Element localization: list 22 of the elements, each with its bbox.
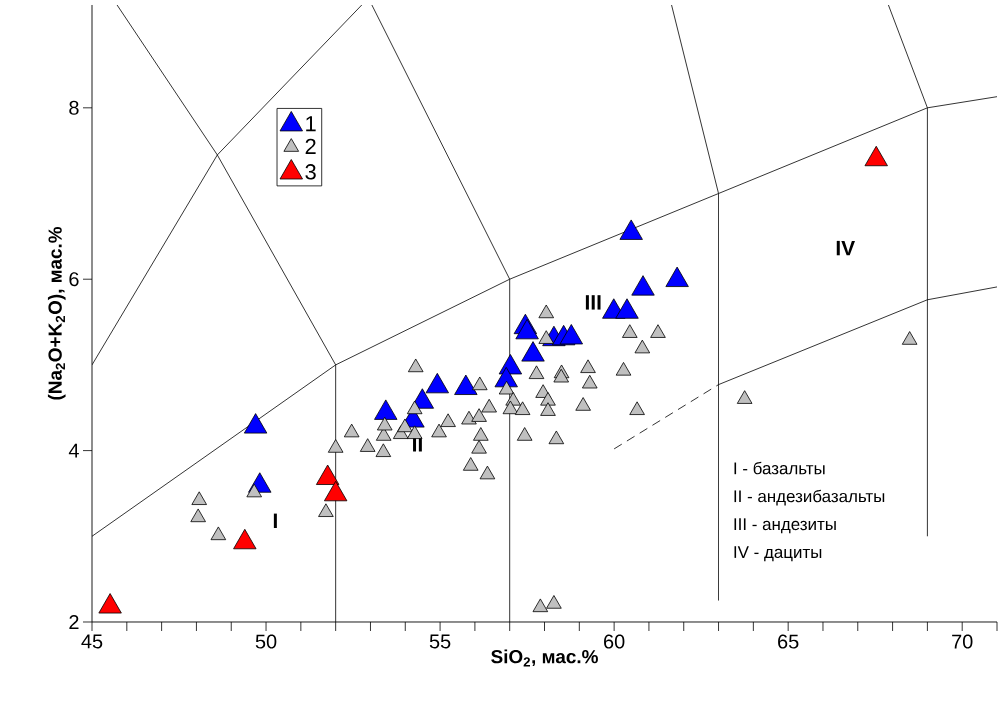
y-tick-label: 8 [69,100,79,115]
x-tick-label: 70 [952,634,973,649]
annotation: IV - дациты [734,546,822,562]
y-tick-label: 4 [68,443,79,458]
annotation: II - андезибазальты [734,489,885,506]
annotation: III [585,295,601,310]
x-tick-label: 60 [604,634,625,649]
legend-label: 1 [306,116,316,132]
x-tick-label: 45 [81,634,103,649]
x-tick-label: 50 [255,634,277,649]
legend-label: 2 [305,138,316,155]
x-tick-label: 65 [778,634,799,649]
annotation: I - базальты [734,461,825,475]
annotation: III - андезиты [734,518,836,534]
y-tick-label: 2 [69,615,79,629]
y-axis-title: (Na$_{2}$O+K$_{2}$O), мас.% [47,226,66,400]
x-tick-label: 55 [429,634,451,649]
x-axis-title: SiO$_{2}$, мас.% [491,649,598,667]
legend-label: 3 [305,164,316,180]
y-tick-label: 6 [69,272,79,287]
annotation: I [273,513,277,528]
annotation: IV [836,240,855,256]
